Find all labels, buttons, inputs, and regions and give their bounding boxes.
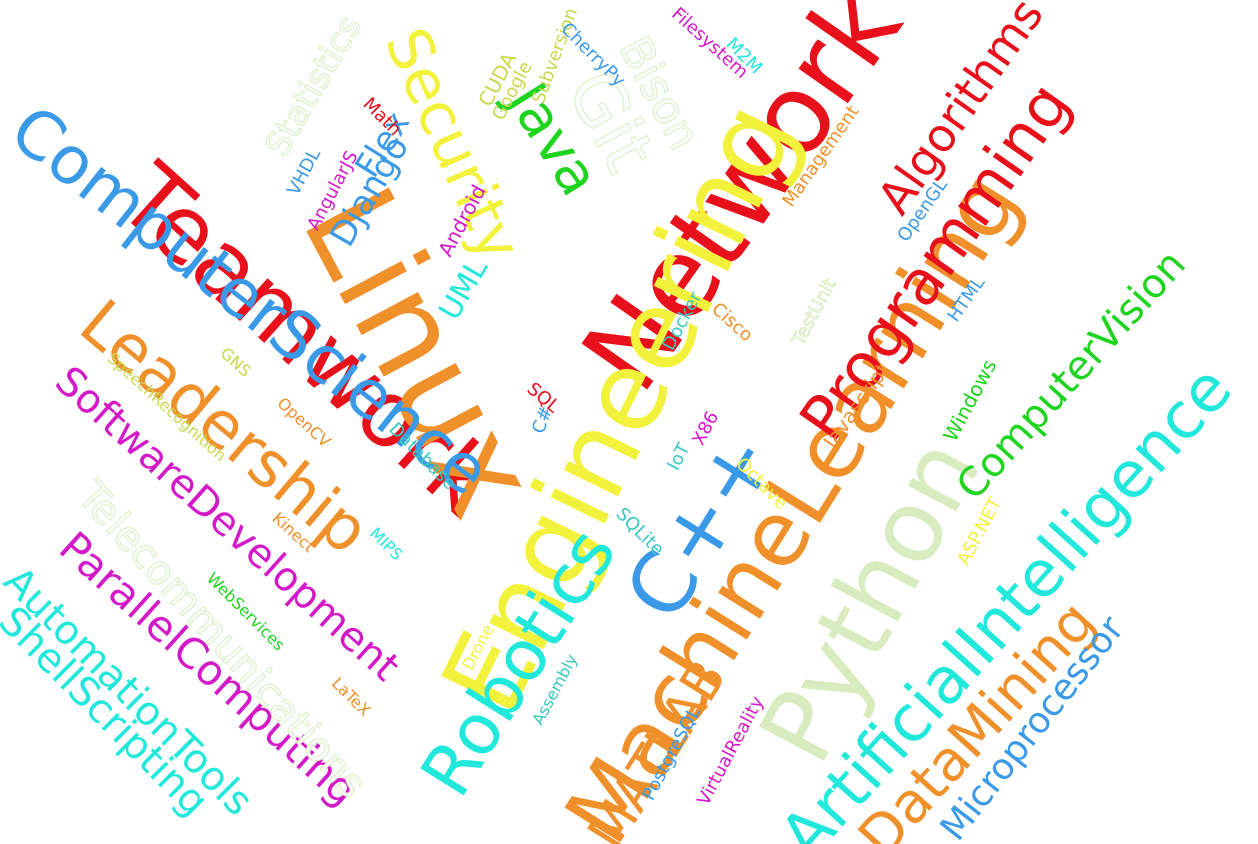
word-mips: MIPS (365, 523, 407, 565)
word-testunit: TestUnit (788, 275, 841, 350)
word-latex: LaTeX (327, 673, 375, 720)
word-statistics: Statistics (257, 8, 370, 164)
